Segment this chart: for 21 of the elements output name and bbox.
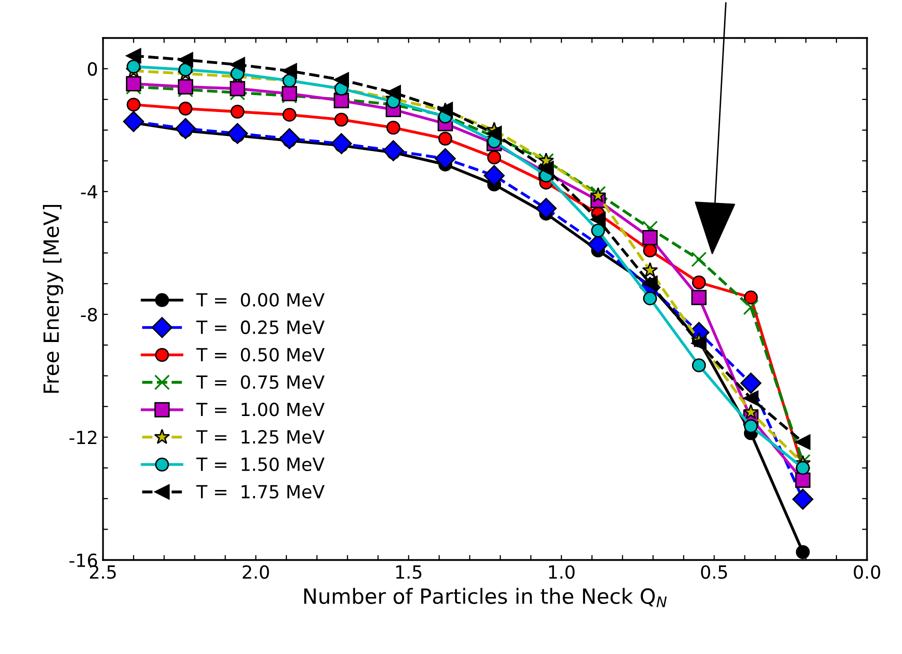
legend-label: T = 1.25 MeV xyxy=(196,430,325,444)
y-tick-label: -4 xyxy=(81,185,98,198)
legend-label: T = 1.75 MeV xyxy=(196,485,325,499)
legend-label: T = 0.00 MeV xyxy=(196,293,325,307)
x-tick-label: 1.0 xyxy=(549,565,575,579)
legend-label: T = 0.75 MeV xyxy=(196,375,325,389)
x-tick-label: 0.0 xyxy=(854,565,880,579)
legend-label: T = 0.50 MeV xyxy=(196,348,325,362)
y-tick-label: -16 xyxy=(70,553,98,568)
y-tick-label: -12 xyxy=(70,430,96,444)
legend-label: T = 1.00 MeV xyxy=(196,402,325,416)
y-tick-label: -8 xyxy=(81,308,97,322)
legend-label: T = 0.25 MeV xyxy=(196,320,325,334)
x-axis-title: Number of Particles in the Neck Q$_{N}$ xyxy=(304,588,667,608)
x-tick-label: 2.0 xyxy=(242,565,269,579)
x-tick-label: 2.5 xyxy=(90,565,116,579)
x-tick-label: 1.5 xyxy=(396,565,422,579)
x-tick-label: 0.5 xyxy=(701,565,727,579)
y-tick-label: 0 xyxy=(88,62,97,76)
y-axis-title: Free Energy [MeV] xyxy=(42,204,64,393)
legend-label: T = 1.50 MeV xyxy=(196,457,325,472)
